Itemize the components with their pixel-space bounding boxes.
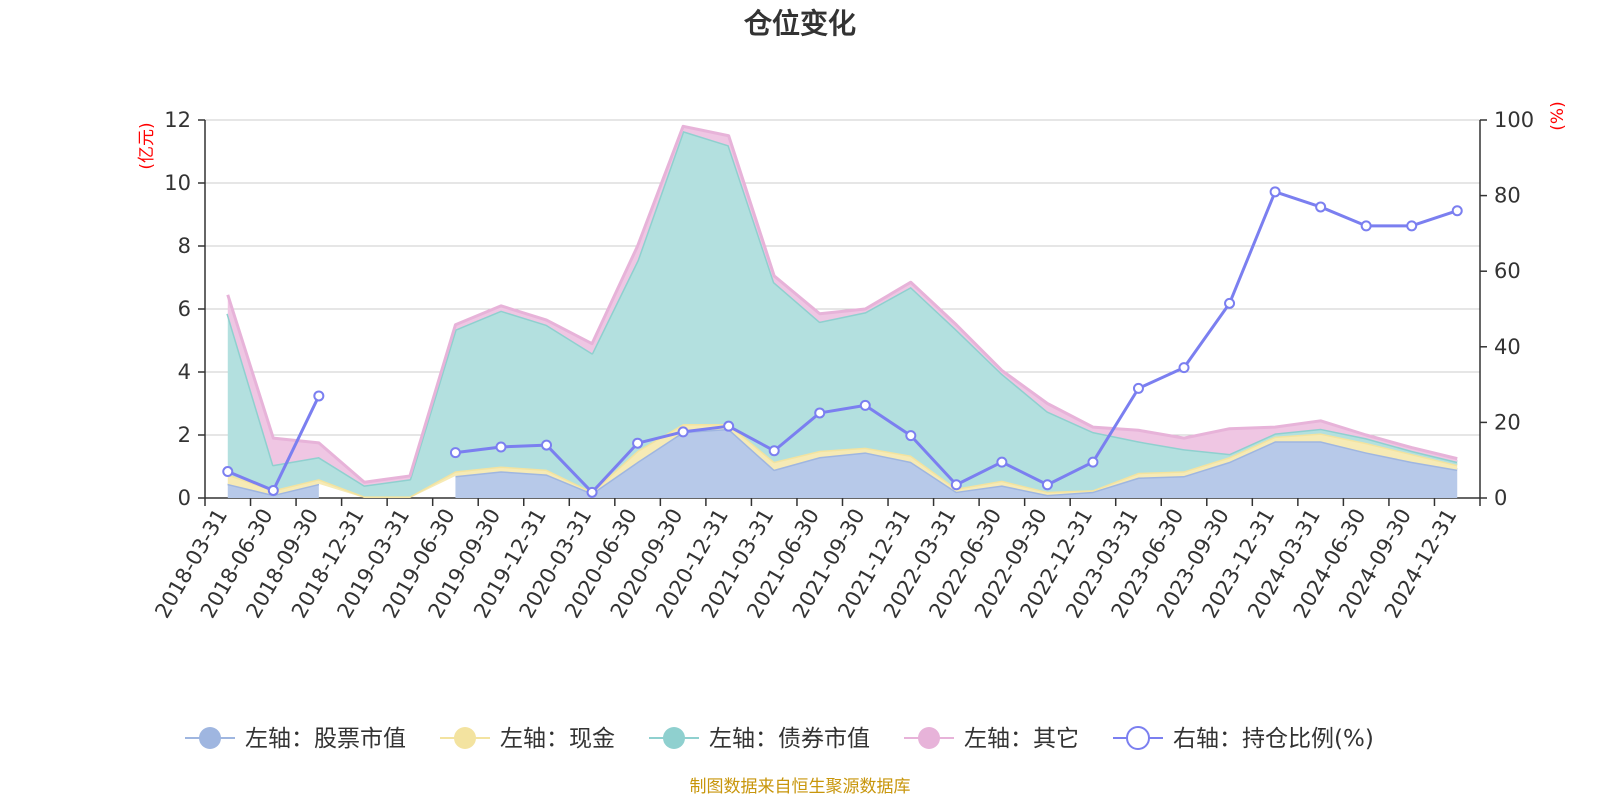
- legend-swatch-marker: [663, 727, 685, 749]
- legend-label: 左轴：现金: [500, 726, 615, 752]
- legend-label: 左轴：其它: [964, 726, 1079, 752]
- ratio-point: [859, 399, 871, 411]
- area-fill: [227, 483, 319, 498]
- ratio-point: [1041, 479, 1053, 491]
- ratio-point: [1087, 456, 1099, 468]
- ratio-point: [541, 439, 553, 451]
- right-axis-tick-label: 0: [1494, 486, 1507, 510]
- ratio-point: [449, 447, 461, 459]
- ratio-point: [1132, 382, 1144, 394]
- right-axis-tick-label: 20: [1494, 410, 1521, 434]
- legend-swatch-marker: [454, 727, 476, 749]
- ratio-point: [632, 437, 644, 449]
- ratio-point: [1269, 186, 1281, 198]
- legend-swatch-marker: [199, 727, 221, 749]
- ratio-point: [1178, 362, 1190, 374]
- ratio-point: [814, 407, 826, 419]
- ratio-point: [1360, 220, 1372, 232]
- legend-label: 左轴：股票市值: [245, 726, 406, 752]
- ratio-point: [905, 430, 917, 442]
- ratio-point: [313, 390, 325, 402]
- ratio-point: [677, 426, 689, 438]
- right-axis-tick-label: 100: [1494, 108, 1534, 132]
- left-axis-tick-label: 10: [164, 171, 191, 195]
- left-axis-tick-label: 4: [178, 360, 191, 384]
- right-axis-tick-label: 60: [1494, 259, 1521, 283]
- left-axis-tick-label: 8: [178, 234, 191, 258]
- legend-swatch-marker: [918, 727, 940, 749]
- ratio-point: [1406, 220, 1418, 232]
- stacked-areas: [226, 124, 1458, 498]
- ratio-point: [950, 479, 962, 491]
- ratio-point: [1451, 205, 1463, 217]
- right-axis-tick-label: 40: [1494, 335, 1521, 359]
- left-axis-tick-label: 0: [178, 486, 191, 510]
- holding-ratio-series: [222, 186, 1463, 498]
- legend-label: 左轴：债券市值: [709, 726, 870, 752]
- chart-title: 仓位变化: [744, 7, 856, 40]
- area-fill: [227, 131, 1458, 497]
- ratio-point: [768, 445, 780, 457]
- ratio-point: [586, 486, 598, 498]
- right-axis-tick-label: 80: [1494, 184, 1521, 208]
- ratio-point: [1224, 297, 1236, 309]
- right-axis-unit: (%): [1548, 101, 1568, 130]
- left-axis-unit: (亿元): [137, 122, 157, 169]
- area-edge: [226, 124, 1458, 484]
- legend-label: 右轴：持仓比例(%): [1173, 726, 1374, 752]
- ratio-point: [723, 420, 735, 432]
- ratio-point: [267, 484, 279, 496]
- ratio-point: [996, 456, 1008, 468]
- legend: 左轴：股票市值 左轴：现金 左轴：债券市值 左轴：其它 右轴：持仓比例(%): [185, 726, 1374, 752]
- left-axis-tick-label: 12: [164, 108, 191, 132]
- ratio-point: [222, 466, 234, 478]
- ratio-point: [495, 441, 507, 453]
- ratio-point: [1315, 201, 1327, 213]
- legend-swatch-marker: [1126, 726, 1150, 750]
- left-axis-tick-label: 6: [178, 297, 191, 321]
- left-axis-tick-label: 2: [178, 423, 191, 447]
- area-fill: [455, 428, 1458, 498]
- data-source-note: 制图数据来自恒生聚源数据库: [690, 777, 911, 797]
